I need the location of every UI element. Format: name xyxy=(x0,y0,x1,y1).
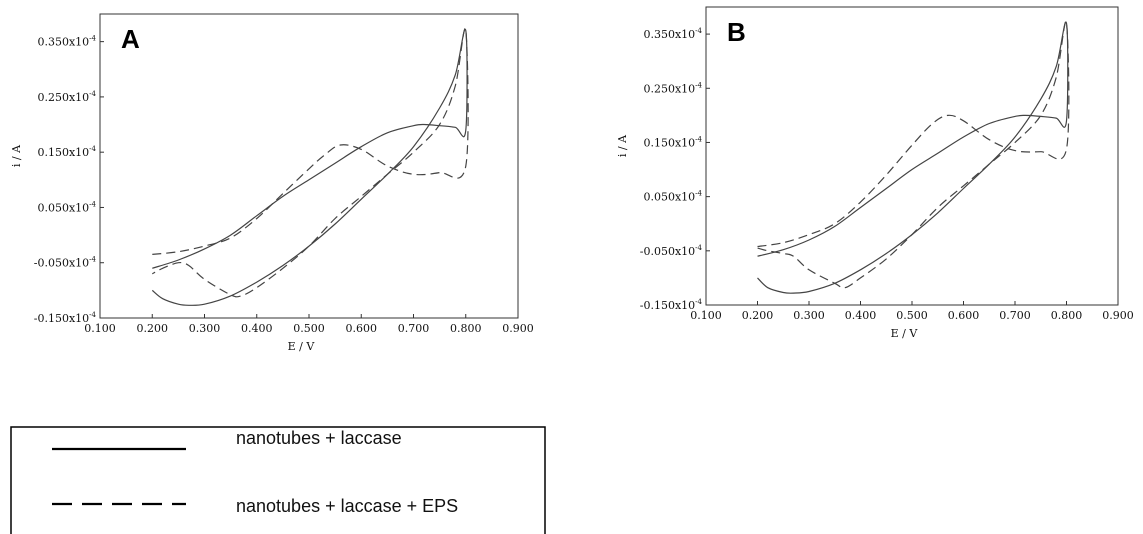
panel-b-series-solid-line xyxy=(757,21,1069,294)
panel-a-x-tick-label: 0.900 xyxy=(502,322,534,335)
panel-a-y-tick-label: 0.250x10-4 xyxy=(37,90,96,104)
panel-b-x-tick-label: 0.700 xyxy=(999,309,1031,322)
panel-b-x-tick-label: 0.600 xyxy=(948,309,980,322)
panel-b-y-tick-label: -0.150x10-4 xyxy=(640,298,703,312)
panel-b-x-axis-title: E / V xyxy=(891,327,919,340)
panel-a-y-tick-label: 0.350x10-4 xyxy=(37,35,96,49)
panel-a-x-tick-label: 0.300 xyxy=(189,322,221,335)
legend-box xyxy=(10,426,546,534)
panel-a-y-tick-label: 0.050x10-4 xyxy=(37,200,96,214)
chart-panel-b: 0.100 0.200 0.300 0.400 0.500 0.600 0.700 0.800… xyxy=(616,6,1134,340)
panel-a-x-tick-label: 0.600 xyxy=(346,322,378,335)
panel-b-plot-frame xyxy=(705,6,1119,306)
panel-a-label: A xyxy=(121,24,140,54)
panel-b-x-tick-label: 0.900 xyxy=(1102,309,1134,322)
panel-a-y-tick-label: -0.050x10-4 xyxy=(34,256,97,270)
panel-b-y-tick-label: 0.250x10-4 xyxy=(643,81,702,95)
legend-label-solid: nanotubes + laccase xyxy=(236,428,402,448)
panel-a-series-solid-line xyxy=(151,28,468,306)
panel-a-x-tick-label: 0.800 xyxy=(450,322,482,335)
panel-a-x-tick-label: 0.200 xyxy=(137,322,169,335)
panel-a-x-axis-title: E / V xyxy=(288,340,316,353)
panel-b-y-tick-label: 0.350x10-4 xyxy=(643,27,702,41)
panel-a-x-tick-label: 0.500 xyxy=(293,322,325,335)
panel-a-x-tick-label: 0.700 xyxy=(398,322,430,335)
panel-a-y-tick-label: -0.150x10-4 xyxy=(34,311,97,325)
panel-a-series-dashed-line xyxy=(152,27,469,298)
panel-b-y-tick-label: 0.150x10-4 xyxy=(643,135,702,149)
panel-b-y-axis-title: i / A xyxy=(616,134,629,157)
chart-panel-a: 0.100 0.200 0.300 0.400 0.500 0.600 0.700 0.800… xyxy=(10,13,534,353)
panel-b-x-tick-label: 0.200 xyxy=(742,309,774,322)
panel-b-x-tick-label: 0.100 xyxy=(690,309,722,322)
panel-b-series-dashed-line xyxy=(757,20,1070,289)
panel-b-x-tick-label: 0.800 xyxy=(1051,309,1083,322)
panel-b-x-tick-label: 0.400 xyxy=(845,309,877,322)
panel-a-plot-frame xyxy=(99,13,519,319)
panel-b-x-tick-label: 0.500 xyxy=(896,309,928,322)
panel-b-x-tick-label: 0.300 xyxy=(793,309,825,322)
legend: nanotubes + laccase nanotubes + laccase … xyxy=(10,426,546,534)
legend-label-dashed: nanotubes + laccase + EPS xyxy=(236,496,458,516)
panel-a-x-tick-label: 0.100 xyxy=(84,322,116,335)
panel-b-y-tick-label: 0.050x10-4 xyxy=(643,190,702,204)
panel-a-x-tick-label: 0.400 xyxy=(241,322,273,335)
panel-b-label: B xyxy=(727,17,746,47)
panel-a-y-tick-label: 0.150x10-4 xyxy=(37,145,96,159)
panel-a-y-axis-title: i / A xyxy=(10,144,23,167)
panel-b-y-tick-label: -0.050x10-4 xyxy=(640,244,703,258)
